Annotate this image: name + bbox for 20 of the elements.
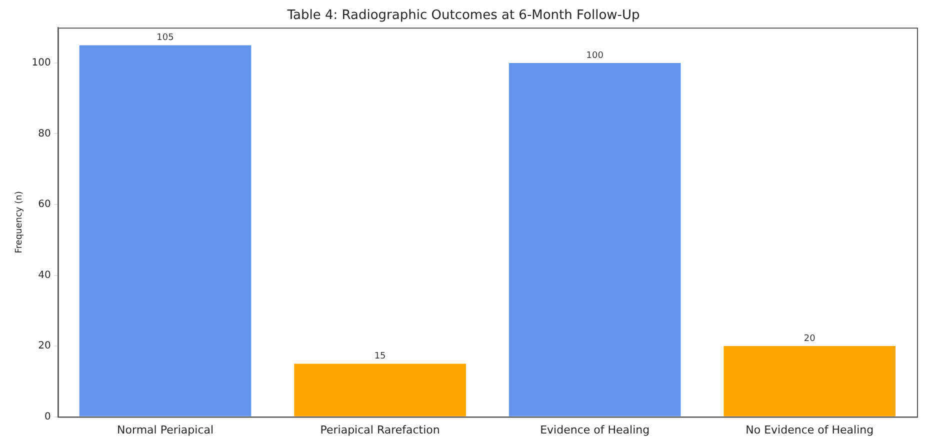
y-tick-label: 40 [38,270,51,281]
bar [79,45,252,416]
data-label: 20 [804,334,816,344]
y-tick-label: 60 [38,199,51,210]
data-label: 15 [374,352,386,362]
data-label: 100 [586,50,604,61]
bar [508,62,681,416]
y-tick-label: 100 [32,58,51,69]
x-tick-label: Normal Periapical [117,423,214,436]
x-tick-label: Evidence of Healing [540,423,650,436]
x-tick-label: Periapical Rarefaction [320,423,440,436]
data-label: 105 [156,33,174,44]
y-tick-label: 0 [44,411,51,422]
x-tick-label: No Evidence of Healing [746,423,874,436]
bar [724,346,896,416]
y-tick-label: 80 [38,128,51,140]
y-axis-title: Frequency (n) [14,191,25,254]
y-tick-label: 20 [38,340,51,352]
bar [294,364,466,416]
chart-title: Table 4: Radiographic Outcomes at 6-Month Follow-Up [286,8,640,24]
